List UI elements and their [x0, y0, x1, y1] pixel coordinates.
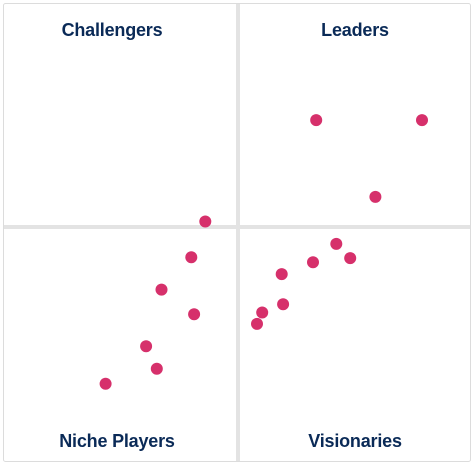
quadrant-label-visionaries: Visionaries — [308, 431, 402, 451]
data-point-7 — [199, 215, 212, 228]
data-point-17 — [416, 114, 428, 127]
data-point-8 — [251, 317, 263, 330]
quadrant-label-niche-players: Niche Players — [59, 431, 175, 451]
data-point-13 — [344, 252, 357, 265]
data-point-11 — [275, 268, 288, 281]
quadrant-label-leaders: Leaders — [321, 20, 389, 40]
data-point-3 — [150, 362, 163, 375]
data-point-4 — [155, 283, 168, 296]
data-point-9 — [256, 306, 269, 319]
data-point-16 — [310, 114, 323, 127]
data-point-12 — [307, 256, 319, 269]
data-point-1 — [99, 377, 112, 390]
data-point-6 — [185, 251, 198, 264]
data-point-14 — [330, 237, 343, 250]
data-point-10 — [277, 298, 290, 311]
data-point-2 — [140, 340, 153, 353]
data-point-5 — [188, 308, 201, 321]
quadrant-label-challengers: Challengers — [62, 20, 163, 40]
data-points — [99, 114, 428, 390]
data-point-15 — [369, 190, 382, 203]
